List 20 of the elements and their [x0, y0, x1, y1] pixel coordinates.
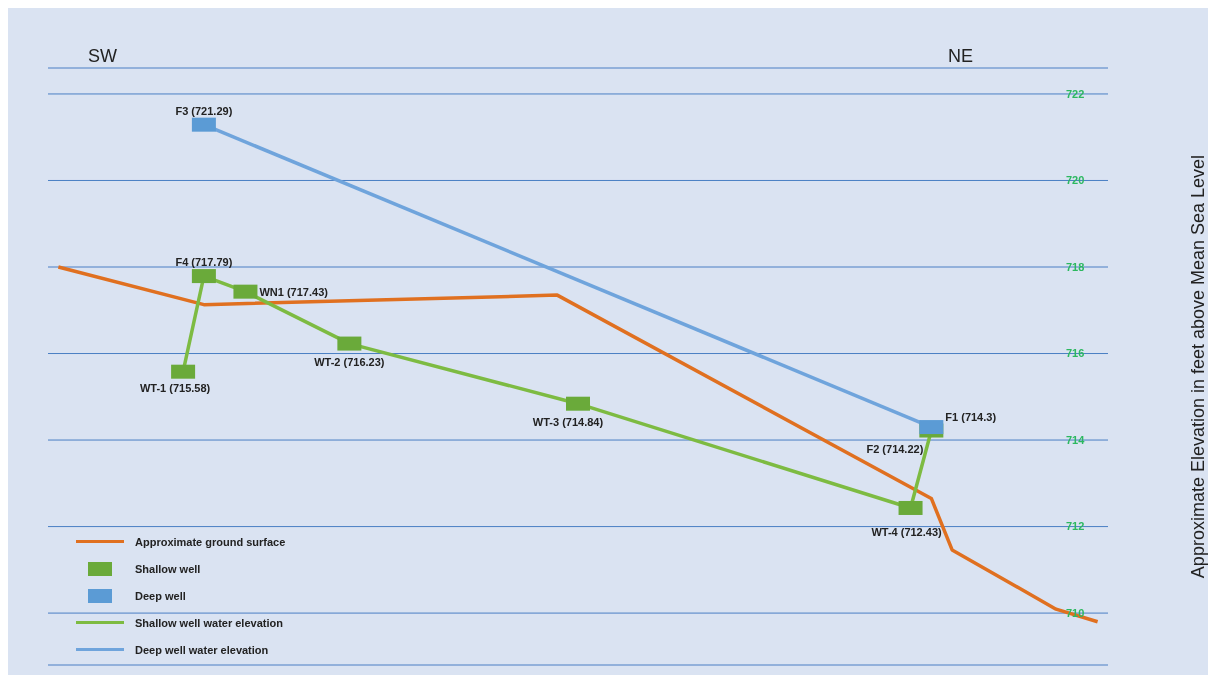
data-label: WT-3 (714.84) [532, 415, 604, 428]
y-tick-label: 718 [1066, 260, 1085, 273]
data-label: F3 (721.29) [175, 104, 233, 117]
y-tick-label: 722 [1066, 87, 1085, 100]
y-tick-label: 714 [1066, 433, 1086, 446]
legend-label: Deep well [135, 589, 186, 602]
legend-label: Approximate ground surface [135, 535, 286, 548]
legend-label: Shallow well [135, 562, 201, 575]
legend-label: Deep well water elevation [135, 643, 269, 656]
data-label: WN1 (717.43) [259, 285, 329, 298]
text: SW [88, 46, 117, 67]
data-label: WT-1 (715.58) [139, 381, 211, 394]
text: NE [948, 46, 974, 67]
data-label: F4 (717.79) [175, 256, 233, 269]
data-label: F1 (714.3) [945, 411, 997, 424]
data-label: WT-2 (716.23) [314, 355, 385, 368]
data-label: WT-4 (712.43) [871, 525, 943, 538]
legend-label: Shallow well water elevation [135, 616, 283, 629]
y-axis-title: Approximate Elevation in feet above Mean Sea Level [1188, 154, 1209, 579]
data-label: F2 (714.22) [866, 442, 924, 455]
